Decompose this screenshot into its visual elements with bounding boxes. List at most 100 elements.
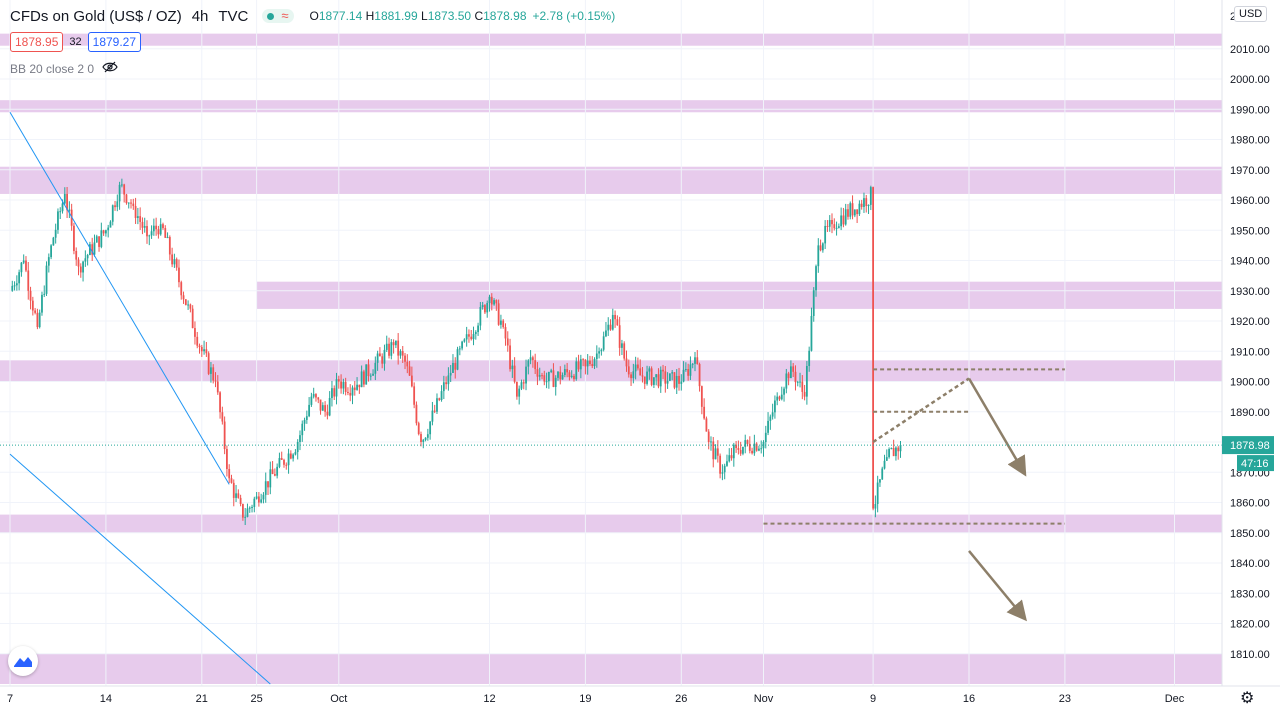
candle-body: [324, 405, 326, 412]
y-tick-label-8: 1890.00: [1230, 407, 1270, 419]
candle-body: [826, 225, 829, 227]
candle-body: [506, 338, 509, 346]
candle-body: [89, 244, 91, 256]
candle-body: [675, 375, 678, 388]
x-tick-label-8: Nov: [754, 693, 774, 705]
candle-body: [586, 360, 589, 367]
candle-body: [184, 299, 187, 305]
candle-body: [808, 350, 811, 366]
candle-body: [248, 507, 251, 509]
candle-body: [664, 371, 667, 384]
settings-gear-icon[interactable]: ⚙: [1240, 690, 1255, 707]
candle-body: [504, 327, 507, 339]
candle-body: [66, 193, 68, 211]
candle-body: [705, 418, 708, 432]
trendline-1: [9, 453, 271, 685]
candle-body: [230, 478, 233, 483]
candle-body: [326, 411, 329, 416]
candle-body: [744, 440, 747, 447]
candle-body: [742, 446, 744, 454]
candle-body: [134, 206, 137, 218]
candle-body: [102, 230, 105, 234]
candle-body: [684, 369, 687, 371]
candle-body: [171, 254, 174, 265]
time-axis[interactable]: 7 14 21 25 Oct 12 19 26 Nov 9 16 23 Dec: [0, 685, 1280, 710]
candle-body: [867, 204, 870, 207]
candle-body: [312, 394, 315, 397]
grid-layer: [0, 0, 1222, 686]
y-tick-label-12: 1930.00: [1230, 286, 1270, 298]
candle-body: [25, 260, 27, 271]
candle-body: [173, 259, 176, 265]
wave-icon: ≈: [281, 8, 289, 23]
candle-body: [155, 225, 158, 230]
candle-body: [563, 369, 566, 375]
candle-body: [785, 373, 788, 389]
candle-body: [821, 243, 824, 251]
symbol-title[interactable]: CFDs on Gold (US$ / OZ): [10, 7, 182, 25]
candle-body: [73, 225, 75, 251]
countdown-value: 47:16: [1241, 458, 1269, 470]
candle-body: [13, 285, 16, 287]
timeframe-label[interactable]: 4h: [191, 7, 209, 25]
candle-body: [474, 332, 477, 335]
candle-body: [641, 375, 644, 377]
candle-body: [758, 448, 760, 451]
candle-body: [68, 209, 71, 211]
candle-body: [769, 416, 772, 421]
price-axis[interactable]: 1810.00 1820.00 1830.00 1840.00 1850.00 1860.…: [1221, 0, 1280, 686]
candle-body: [214, 380, 217, 382]
candle-body: [194, 328, 196, 337]
candle-body: [803, 391, 806, 397]
ask-button[interactable]: 1879.27: [87, 32, 142, 52]
candle-body: [602, 336, 605, 350]
candle-body: [888, 449, 890, 458]
candle-body: [399, 351, 402, 356]
zone-5: [0, 514, 1222, 533]
candle-body: [269, 469, 272, 488]
tradingview-logo-icon[interactable]: [8, 646, 38, 676]
candle-body: [356, 384, 358, 390]
candle-body: [299, 435, 301, 442]
candle-body: [851, 203, 854, 216]
candle-body: [486, 303, 489, 313]
price-tag-bg: [1222, 436, 1274, 455]
candle-body: [600, 349, 603, 352]
candle-body: [787, 373, 790, 379]
candle-body: [842, 215, 845, 225]
drawings-layer: [0, 112, 1222, 685]
candle-body: [116, 201, 119, 208]
candle-body: [212, 367, 215, 381]
candle-body: [321, 405, 324, 411]
candle-body: [598, 351, 600, 354]
candle-body: [360, 371, 363, 388]
open-label: O: [309, 9, 319, 23]
candle-body: [545, 381, 548, 383]
bid-button[interactable]: 1878.95: [10, 32, 64, 52]
x-tick-label-5: 12: [483, 693, 495, 705]
currency-button[interactable]: USD: [1234, 6, 1268, 22]
candle-body: [584, 359, 587, 367]
candle-body: [627, 366, 630, 375]
candle-body: [536, 369, 539, 377]
candle-body: [593, 359, 596, 367]
candle-body: [774, 400, 776, 413]
candle-body: [276, 466, 279, 476]
candle-body: [337, 379, 340, 382]
candle-body: [319, 399, 322, 411]
candle-body: [381, 356, 384, 364]
candle-body: [573, 375, 575, 380]
eye-hidden-icon[interactable]: [102, 61, 118, 76]
candle-body: [20, 262, 23, 273]
candle-body: [347, 391, 349, 393]
market-status-badge[interactable]: ≈: [262, 8, 294, 23]
x-tick-label-1: 14: [100, 693, 112, 705]
candle-body: [221, 412, 224, 422]
x-tick-label-9: 9: [870, 693, 876, 705]
candle-body: [696, 357, 699, 365]
candle-body: [292, 454, 295, 459]
candle-body: [438, 398, 441, 400]
candle-body: [694, 357, 696, 364]
indicator-legend[interactable]: BB 20 close 2 0: [10, 61, 118, 76]
